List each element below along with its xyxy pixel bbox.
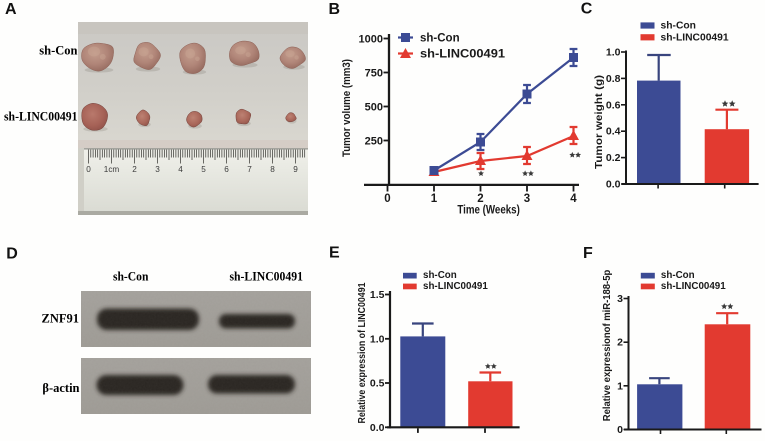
svg-text:0.5: 0.5 <box>370 378 385 390</box>
svg-text:sh-LINC00491: sh-LINC00491 <box>229 270 303 284</box>
svg-text:B: B <box>329 1 341 18</box>
svg-text:A: A <box>5 1 17 18</box>
svg-text:sh-LINC00491: sh-LINC00491 <box>423 281 488 292</box>
svg-text:sh-Con: sh-Con <box>113 270 149 284</box>
svg-text:sh-Con: sh-Con <box>661 270 695 281</box>
svg-text:3: 3 <box>524 193 530 205</box>
svg-text:1: 1 <box>431 193 438 205</box>
svg-text:7: 7 <box>247 165 252 174</box>
svg-text:0.0: 0.0 <box>370 422 385 434</box>
svg-text:sh-LINC00491: sh-LINC00491 <box>661 32 729 43</box>
svg-text:sh-LINC00491: sh-LINC00491 <box>661 281 726 292</box>
svg-text:4: 4 <box>570 193 577 205</box>
svg-text:Relative expressionof miR-188-: Relative expressionof miR-188-5p <box>602 270 613 422</box>
svg-text:Relative expression of LINC004: Relative expression of LINC00491 <box>357 282 368 423</box>
svg-text:Time (Weeks): Time (Weeks) <box>457 205 520 217</box>
svg-text:sh-Con: sh-Con <box>661 21 696 32</box>
svg-text:2: 2 <box>477 193 483 205</box>
svg-text:2: 2 <box>132 165 137 174</box>
svg-text:0.0: 0.0 <box>606 179 621 191</box>
svg-text:sh-Con: sh-Con <box>420 33 460 45</box>
svg-text:1.5: 1.5 <box>370 289 385 301</box>
svg-text:500: 500 <box>365 102 383 114</box>
svg-text:sh-Con: sh-Con <box>423 270 457 281</box>
svg-text:0.8: 0.8 <box>606 73 621 85</box>
svg-text:1.0: 1.0 <box>370 333 385 345</box>
svg-text:ZNF91: ZNF91 <box>42 312 80 326</box>
svg-text:9: 9 <box>293 165 298 174</box>
svg-text:1000: 1000 <box>359 34 383 46</box>
svg-text:250: 250 <box>365 136 383 148</box>
svg-text:1.0: 1.0 <box>606 47 621 59</box>
svg-text:Tumor weight (g): Tumor weight (g) <box>593 75 605 169</box>
svg-text:1cm: 1cm <box>104 165 120 174</box>
svg-text:3: 3 <box>155 165 160 174</box>
svg-text:sh-LINC00491: sh-LINC00491 <box>4 110 78 124</box>
svg-text:sh-Con: sh-Con <box>39 44 77 58</box>
svg-text:F: F <box>583 245 593 262</box>
svg-text:D: D <box>6 246 18 263</box>
svg-text:0: 0 <box>384 193 390 205</box>
svg-text:E: E <box>329 245 340 262</box>
svg-text:3: 3 <box>617 293 623 305</box>
svg-text:0.2: 0.2 <box>606 152 621 164</box>
svg-text:0: 0 <box>86 165 91 174</box>
svg-text:6: 6 <box>224 165 229 174</box>
svg-text:0: 0 <box>617 424 623 436</box>
svg-text:5: 5 <box>201 165 206 174</box>
svg-text:1: 1 <box>617 380 623 392</box>
svg-text:sh-LINC00491: sh-LINC00491 <box>420 49 506 61</box>
svg-text:Tumor volume (mm3): Tumor volume (mm3) <box>341 59 353 157</box>
svg-text:8: 8 <box>270 165 275 174</box>
svg-text:2: 2 <box>617 337 623 349</box>
svg-text:750: 750 <box>365 68 383 80</box>
svg-text:β-actin: β-actin <box>42 381 79 395</box>
svg-text:C: C <box>581 1 593 18</box>
svg-text:4: 4 <box>178 165 183 174</box>
svg-text:0.4: 0.4 <box>606 126 621 138</box>
svg-text:0.6: 0.6 <box>606 99 621 111</box>
